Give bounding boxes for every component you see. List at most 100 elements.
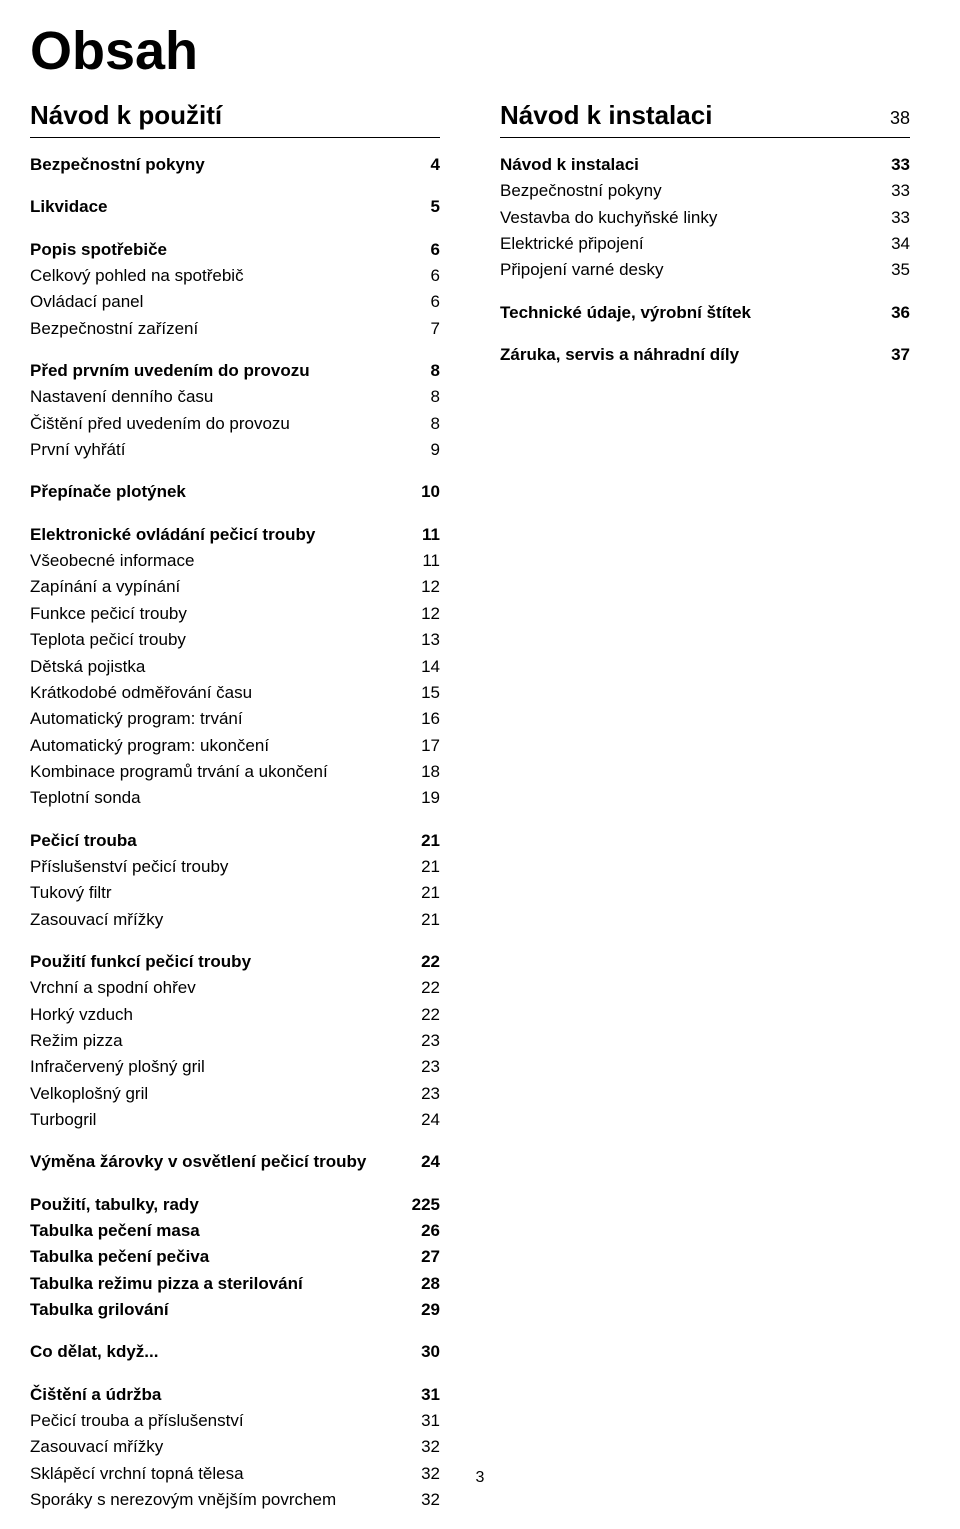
toc-label: Co dělat, když... (30, 1339, 404, 1365)
toc-page: 4 (404, 152, 440, 178)
toc-line: Zapínání a vypínání12 (30, 574, 440, 600)
toc-page: 28 (404, 1271, 440, 1297)
toc-group: Návod k instalaci33Bezpečnostní pokyny33… (500, 152, 910, 284)
toc-group: Záruka, servis a náhradní díly37 (500, 342, 910, 368)
toc-group: Bezpečnostní pokyny4 (30, 152, 440, 178)
toc-page: 18 (404, 759, 440, 785)
right-column: Návod k instalaci 38 Návod k instalaci33… (500, 100, 910, 1529)
toc-page: 12 (404, 574, 440, 600)
toc-page: 11 (404, 522, 440, 548)
toc-line: Návod k instalaci33 (500, 152, 910, 178)
toc-label: Likvidace (30, 194, 404, 220)
toc-line: Funkce pečicí trouby12 (30, 601, 440, 627)
toc-label: Návod k instalaci (500, 152, 874, 178)
toc-line: Před prvním uvedením do provozu8 (30, 358, 440, 384)
right-heading: Návod k instalaci 38 (500, 100, 910, 138)
toc-label: Pečicí trouba (30, 828, 404, 854)
toc-line: Bezpečnostní pokyny33 (500, 178, 910, 204)
toc-label: Tabulka režimu pizza a sterilování (30, 1271, 404, 1297)
toc-page: 15 (404, 680, 440, 706)
toc-label: Bezpečnostní pokyny (500, 178, 874, 204)
toc-page: 23 (404, 1028, 440, 1054)
toc-label: Vestavba do kuchyňské linky (500, 205, 874, 231)
toc-label: Celkový pohled na spotřebič (30, 263, 404, 289)
left-column: Návod k použití Bezpečnostní pokyny4Likv… (30, 100, 440, 1529)
toc-page: 7 (404, 316, 440, 342)
toc-page: 37 (874, 342, 910, 368)
toc-line: Použití, tabulky, rady225 (30, 1192, 440, 1218)
toc-line: Tabulka grilování29 (30, 1297, 440, 1323)
toc-line: Režim pizza23 (30, 1028, 440, 1054)
toc-label: Dětská pojistka (30, 654, 404, 680)
toc-page: 31 (404, 1382, 440, 1408)
toc-line: Ovládací panel6 (30, 289, 440, 315)
toc-line: Bezpečnostní zařízení7 (30, 316, 440, 342)
toc-line: Čištění před uvedením do provozu8 (30, 411, 440, 437)
toc-line: Vestavba do kuchyňské linky33 (500, 205, 910, 231)
toc-label: Výměna žárovky v osvětlení pečicí trouby (30, 1149, 404, 1175)
toc-line: První vyhřátí9 (30, 437, 440, 463)
toc-line: Technické údaje, výrobní štítek36 (500, 300, 910, 326)
toc-label: Čištění před uvedením do provozu (30, 411, 404, 437)
toc-line: Vrchní a spodní ohřev22 (30, 975, 440, 1001)
toc-page: 6 (404, 263, 440, 289)
toc-page: 19 (404, 785, 440, 811)
toc-label: Elektrické připojení (500, 231, 874, 257)
toc-label: Bezpečnostní pokyny (30, 152, 404, 178)
toc-label: Funkce pečicí trouby (30, 601, 404, 627)
toc-line: Infračervený plošný gril23 (30, 1054, 440, 1080)
toc-line: Tukový filtr21 (30, 880, 440, 906)
toc-label: Velkoplošný gril (30, 1081, 404, 1107)
toc-line: Pečicí trouba21 (30, 828, 440, 854)
toc-line: Teplota pečicí trouby13 (30, 627, 440, 653)
toc-label: Technické údaje, výrobní štítek (500, 300, 874, 326)
toc-line: Velkoplošný gril23 (30, 1081, 440, 1107)
toc-page: 26 (404, 1218, 440, 1244)
toc-page: 23 (404, 1081, 440, 1107)
toc-line: Krátkodobé odměřování času15 (30, 680, 440, 706)
toc-line: Výměna žárovky v osvětlení pečicí trouby… (30, 1149, 440, 1175)
toc-line: Kombinace programů trvání a ukončení18 (30, 759, 440, 785)
toc-page: 24 (404, 1149, 440, 1175)
right-heading-page: 38 (890, 108, 910, 129)
toc-line: Všeobecné informace11 (30, 548, 440, 574)
toc-line: Bezpečnostní pokyny4 (30, 152, 440, 178)
toc-label: Sporáky s nerezovým vnějším povrchem (30, 1487, 404, 1513)
right-heading-text: Návod k instalaci (500, 100, 712, 131)
toc-label: Záruka, servis a náhradní díly (500, 342, 874, 368)
toc-line: Turbogril24 (30, 1107, 440, 1133)
toc-label: První vyhřátí (30, 437, 404, 463)
toc-line: Zasouvací mřížky21 (30, 907, 440, 933)
toc-page: 11 (404, 548, 440, 574)
toc-group: Likvidace5 (30, 194, 440, 220)
toc-label: Přepínače plotýnek (30, 479, 404, 505)
toc-label: Zasouvací mřížky (30, 1434, 404, 1460)
toc-line: Popis spotřebiče6 (30, 237, 440, 263)
toc-page: 29 (404, 1297, 440, 1323)
toc-label: Bezpečnostní zařízení (30, 316, 404, 342)
toc-line: Tabulka pečení masa26 (30, 1218, 440, 1244)
toc-label: Vrchní a spodní ohřev (30, 975, 404, 1001)
left-heading: Návod k použití (30, 100, 440, 138)
page-title: Obsah (30, 20, 910, 82)
toc-page: 225 (404, 1192, 440, 1218)
toc-label: Připojení varné desky (500, 257, 874, 283)
toc-line: Tabulka pečení pečiva27 (30, 1244, 440, 1270)
toc-page: 17 (404, 733, 440, 759)
toc-line: Teplotní sonda19 (30, 785, 440, 811)
left-groups-container: Bezpečnostní pokyny4Likvidace5Popis spot… (30, 152, 440, 1513)
toc-line: Pečicí trouba a příslušenství31 (30, 1408, 440, 1434)
toc-label: Tabulka pečení masa (30, 1218, 404, 1244)
toc-page: 21 (404, 880, 440, 906)
toc-group: Pečicí trouba21Příslušenství pečicí trou… (30, 828, 440, 933)
toc-page: 31 (404, 1408, 440, 1434)
left-heading-text: Návod k použití (30, 100, 222, 131)
toc-page: 5 (404, 194, 440, 220)
toc-line: Likvidace5 (30, 194, 440, 220)
toc-page: 16 (404, 706, 440, 732)
toc-group: Co dělat, když...30 (30, 1339, 440, 1365)
toc-page: 22 (404, 949, 440, 975)
toc-line: Elektronické ovládání pečicí trouby11 (30, 522, 440, 548)
toc-page: 8 (404, 384, 440, 410)
toc-label: Horký vzduch (30, 1002, 404, 1028)
